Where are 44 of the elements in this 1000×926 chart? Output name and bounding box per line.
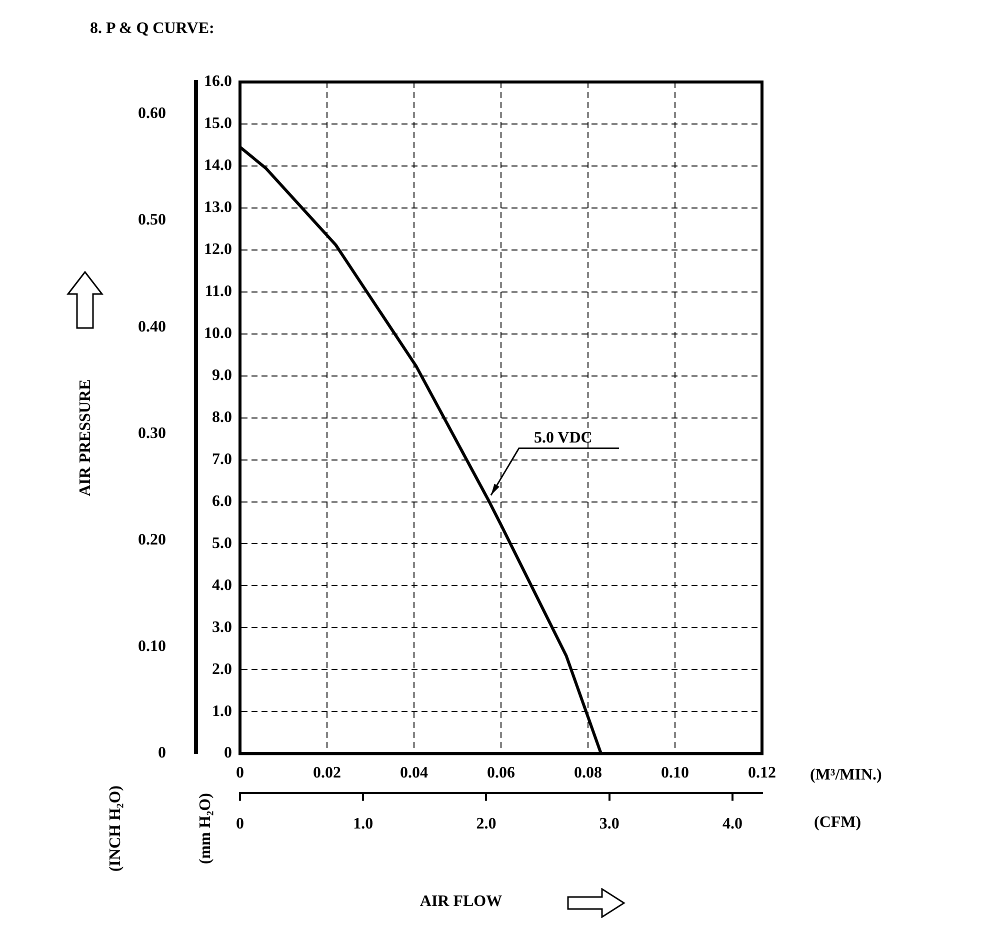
y-tick-label: 12.0 bbox=[204, 241, 232, 258]
y-tick-label: 6.0 bbox=[212, 492, 232, 510]
x2-axis-title: (CFM) bbox=[814, 814, 862, 831]
x-tick-label: 0.02 bbox=[313, 764, 341, 782]
y-tick-label: 1.0 bbox=[212, 702, 232, 720]
y-axis-title: (mm H₂O) bbox=[197, 793, 214, 864]
text: AIR PRESSURE bbox=[77, 379, 94, 496]
y2-tick-label: 0.30 bbox=[138, 424, 166, 442]
y-tick-label: 3.0 bbox=[212, 618, 232, 636]
y-tick-label: 14.0 bbox=[204, 157, 232, 174]
x2-tick-label: 1.0 bbox=[353, 816, 374, 833]
chart-title: 8. P & Q CURVE: bbox=[90, 20, 214, 38]
y-tick-label: 11.0 bbox=[204, 283, 232, 300]
x-tick-label: 0.04 bbox=[400, 764, 428, 782]
y2-tick-label: 0.60 bbox=[138, 105, 166, 122]
y-tick-label: 8.0 bbox=[212, 408, 232, 426]
y-tick-label: 15.0 bbox=[204, 115, 232, 132]
y2-tick-label: 0.10 bbox=[138, 638, 166, 656]
y-tick-label: 4.0 bbox=[212, 576, 232, 594]
y-tick-label: 0 bbox=[224, 744, 232, 762]
x-axis-title: (M³/MIN.) bbox=[810, 766, 882, 784]
y-tick-label: 13.0 bbox=[204, 199, 232, 216]
x-tick-label: 0.06 bbox=[487, 764, 515, 782]
text: 5.0 VDC bbox=[534, 429, 592, 446]
y2-tick-label: 0.50 bbox=[138, 212, 166, 229]
x2-tick-label: 3.0 bbox=[599, 816, 620, 833]
x2-tick-label: 4.0 bbox=[722, 816, 742, 833]
y-tick-label: 10.0 bbox=[204, 324, 232, 342]
y2-tick-label: 0.20 bbox=[138, 532, 166, 549]
y2-tick-label: 0 bbox=[158, 744, 166, 762]
y-tick-label: 7.0 bbox=[212, 450, 232, 468]
x2-tick-label: 0 bbox=[236, 816, 244, 833]
x-tick-label: 0 bbox=[236, 764, 244, 782]
y-tick-label: 9.0 bbox=[212, 366, 232, 384]
y2-tick-label: 0.40 bbox=[138, 318, 166, 336]
text: AIR FLOW bbox=[420, 893, 502, 910]
y-tick-label: 2.0 bbox=[212, 660, 232, 678]
y2-axis-title: (INCH H₂O) bbox=[107, 786, 124, 872]
y-tick-label: 5.0 bbox=[212, 534, 232, 552]
x-tick-label: 0.10 bbox=[661, 764, 689, 782]
x2-tick-label: 2.0 bbox=[476, 816, 496, 833]
x-tick-label: 0.12 bbox=[748, 764, 776, 782]
x-tick-label: 0.08 bbox=[574, 764, 602, 782]
y-tick-label: 16.0 bbox=[204, 73, 232, 90]
